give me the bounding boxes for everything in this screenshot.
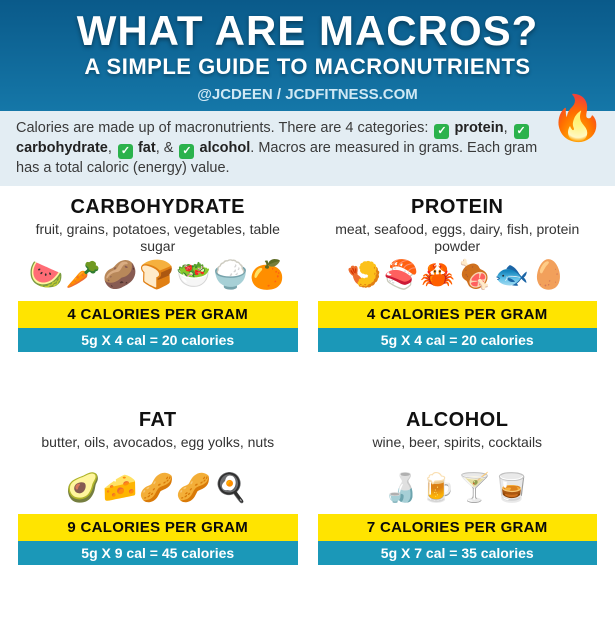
macro-name: FAT xyxy=(139,409,177,432)
macro-name: ALCOHOL xyxy=(406,409,508,432)
calorie-calc: 5g X 4 cal = 20 calories xyxy=(318,328,598,352)
check-icon: ✓ xyxy=(434,124,449,139)
fire-icon: 🔥 xyxy=(550,89,605,148)
calorie-calc: 5g X 4 cal = 20 calories xyxy=(18,328,298,352)
food-icons: 🍤🍣🦀🍖🐟🥚 xyxy=(347,261,568,293)
macro-examples: butter, oils, avocados, egg yolks, nuts xyxy=(41,434,274,468)
intro-text: 🔥 Calories are made up of macronutrients… xyxy=(0,111,615,186)
check-icon: ✓ xyxy=(118,144,133,159)
macro-examples: wine, beer, spirits, cocktails xyxy=(372,434,542,468)
calorie-calc: 5g X 9 cal = 45 calories xyxy=(18,541,298,565)
calories-per-gram: 4 CALORIES PER GRAM xyxy=(318,301,598,328)
food-icons: 🥑🧀🥜🥜🍳 xyxy=(66,474,250,506)
macro-fat: FAT butter, oils, avocados, egg yolks, n… xyxy=(18,405,298,609)
macro-carbohydrate: CARBOHYDRATE fruit, grains, potatoes, ve… xyxy=(18,192,298,396)
calorie-calc: 5g X 7 cal = 35 calories xyxy=(318,541,598,565)
macro-protein: PROTEIN meat, seafood, eggs, dairy, fish… xyxy=(318,192,598,396)
author-handle: @JCDEEN / JCDFITNESS.COM xyxy=(18,86,597,103)
cat-alcohol: alcohol xyxy=(200,140,251,156)
macro-examples: meat, seafood, eggs, dairy, fish, protei… xyxy=(318,221,598,255)
check-icon: ✓ xyxy=(179,144,194,159)
macro-grid: CARBOHYDRATE fruit, grains, potatoes, ve… xyxy=(0,186,615,623)
subtitle: A SIMPLE GUIDE TO MACRONUTRIENTS xyxy=(18,54,597,80)
macro-name: CARBOHYDRATE xyxy=(70,196,245,219)
macro-examples: fruit, grains, potatoes, vegetables, tab… xyxy=(18,221,298,255)
food-icons: 🍉🥕🥔🍞🥗🍚🍊 xyxy=(29,261,287,293)
drink-icons: 🍶🍺🍸🥃 xyxy=(384,474,531,506)
main-title: WHAT ARE MACROS? xyxy=(18,10,597,52)
macro-name: PROTEIN xyxy=(411,196,503,219)
infographic-card: WHAT ARE MACROS? A SIMPLE GUIDE TO MACRO… xyxy=(0,0,615,623)
cat-fat: fat xyxy=(138,140,156,156)
cat-protein: protein xyxy=(454,120,503,136)
cat-carb: carbohydrate xyxy=(16,140,108,156)
check-icon: ✓ xyxy=(514,124,529,139)
intro-line1: Calories are made up of macronutrients. … xyxy=(16,120,428,136)
macro-alcohol: ALCOHOL wine, beer, spirits, cocktails 🍶… xyxy=(318,405,598,609)
calories-per-gram: 7 CALORIES PER GRAM xyxy=(318,514,598,541)
header: WHAT ARE MACROS? A SIMPLE GUIDE TO MACRO… xyxy=(0,0,615,111)
calories-per-gram: 4 CALORIES PER GRAM xyxy=(18,301,298,328)
calories-per-gram: 9 CALORIES PER GRAM xyxy=(18,514,298,541)
